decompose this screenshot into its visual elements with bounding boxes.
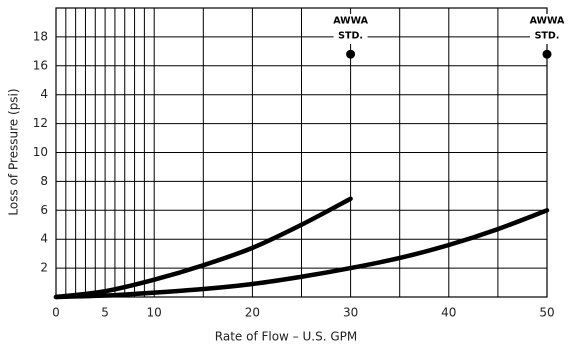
y-tick-label: 4 [40, 87, 48, 101]
annotation-text: AWWA [530, 16, 565, 27]
y-tick-label: 12 [33, 116, 48, 130]
x-tick-label: 0 [52, 306, 60, 320]
annotation-text: STD. [535, 31, 560, 42]
annotation-bg [530, 14, 564, 44]
annotation-text: AWWA [333, 16, 368, 27]
x-tick-label: 50 [539, 306, 554, 320]
x-tick-label: 30 [343, 306, 358, 320]
plot-frame [55, 7, 548, 298]
y-tick-label: 10 [33, 145, 48, 159]
x-axis-label: Rate of Flow – U.S. GPM [215, 330, 357, 344]
annotation-point [542, 49, 552, 59]
y-tick-label: 8 [40, 174, 48, 188]
y-tick-label: 2 [40, 261, 48, 275]
x-tick-label: 10 [147, 306, 162, 320]
annotation-text: STD. [338, 31, 363, 42]
y-tick-label: 4 [40, 232, 48, 246]
x-tick-label: 40 [441, 306, 456, 320]
y-tick-label: 18 [33, 29, 48, 43]
y-tick-label: 6 [40, 203, 48, 217]
curve [53, 208, 550, 300]
annotation-point [346, 49, 356, 59]
y-tick-label: 16 [33, 58, 48, 72]
x-tick-label: 20 [245, 306, 260, 320]
y-axis-label: Loss of Pressure (psi) [7, 88, 21, 215]
x-tick-label: 5 [101, 306, 109, 320]
curve [53, 196, 353, 300]
annotation-bg [333, 14, 368, 44]
